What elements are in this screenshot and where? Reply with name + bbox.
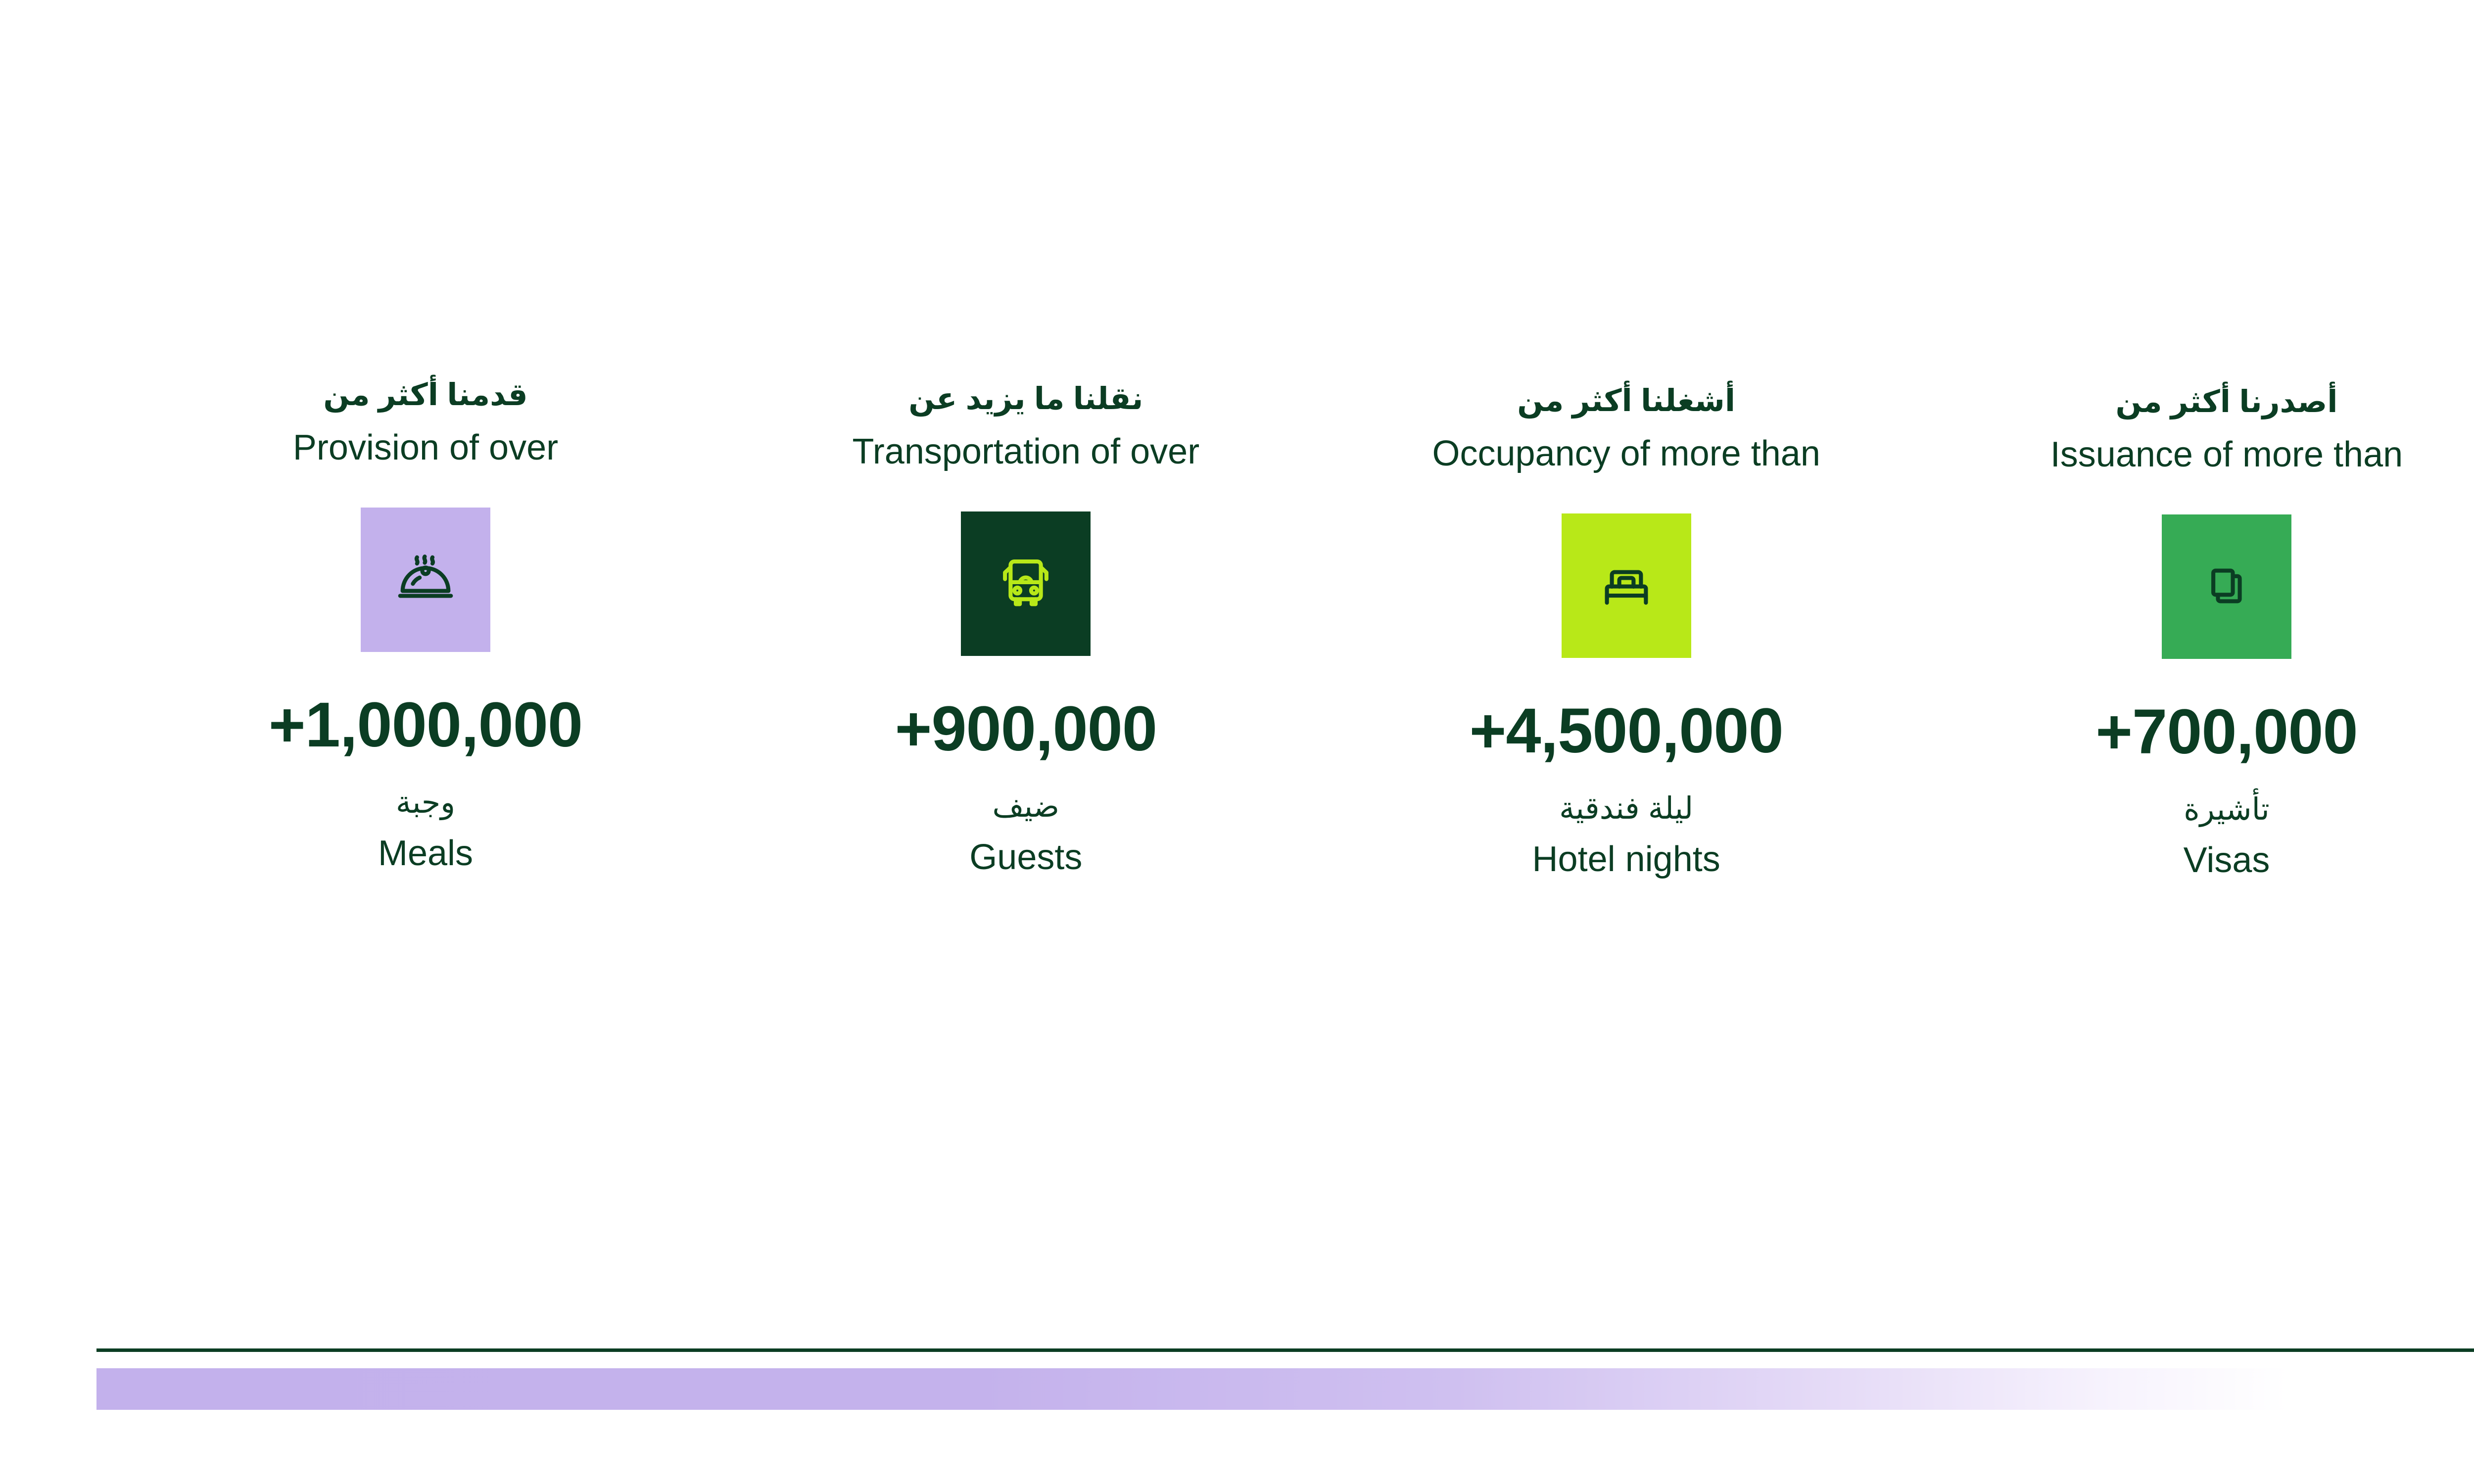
stat-label-arabic: ضيف (992, 789, 1060, 824)
stat-card-guests: نقلنا ما يزيد عن Transportation of over (749, 380, 1303, 879)
stat-label-english: Visas (2183, 840, 2270, 881)
footer-divider-line (96, 1348, 2474, 1352)
cloche-icon (388, 543, 463, 617)
bed-icon (1589, 549, 1664, 623)
stat-number: +700,000 (2095, 696, 2358, 767)
footer-gradient-bar (96, 1368, 2288, 1410)
stat-label-english: Meals (378, 834, 474, 874)
stat-label-english: Hotel nights (1532, 839, 1720, 880)
stat-heading-english: Provision of over (292, 427, 559, 467)
stat-number: +1,000,000 (268, 689, 583, 760)
stat-heading-english: Transportation of over (852, 431, 1200, 471)
icon-tile-visas (2161, 514, 2291, 659)
stat-card-hotel-nights: أشغلنا أكثر من Occupancy of more than +4… (1349, 382, 1903, 881)
icon-tile-hotel-nights (1561, 513, 1691, 658)
stat-card-meals: قدمنا أكثر من Provision of over (148, 376, 703, 875)
icon-tile-meals (361, 507, 490, 652)
stat-number: +900,000 (895, 693, 1157, 764)
stat-heading-english: Occupancy of more than (1432, 433, 1820, 473)
stat-label-arabic: ليلة فندقية (1559, 791, 1694, 826)
statistics-row: قدمنا أكثر من Provision of over (148, 376, 2474, 880)
stat-label-arabic: وجبة (395, 785, 456, 820)
icon-tile-guests (961, 511, 1091, 656)
stat-heading-arabic: أصدرنا أكثر من (2115, 385, 2338, 419)
stat-heading-english: Issuance of more than (2050, 434, 2403, 474)
bus-icon (989, 547, 1063, 621)
stat-number: +4,500,000 (1469, 695, 1784, 766)
stat-label-english: Guests (969, 837, 1083, 878)
stat-label-arabic: تأشيرة (2184, 792, 2270, 827)
stat-heading-arabic: نقلنا ما يزيد عن (908, 382, 1143, 416)
stat-card-visas: أصدرنا أكثر من Issuance of more than +70… (1950, 383, 2474, 882)
documents-icon (2189, 550, 2264, 624)
stat-heading-arabic: قدمنا أكثر من (323, 378, 528, 412)
stat-heading-arabic: أشغلنا أكثر من (1517, 384, 1736, 418)
